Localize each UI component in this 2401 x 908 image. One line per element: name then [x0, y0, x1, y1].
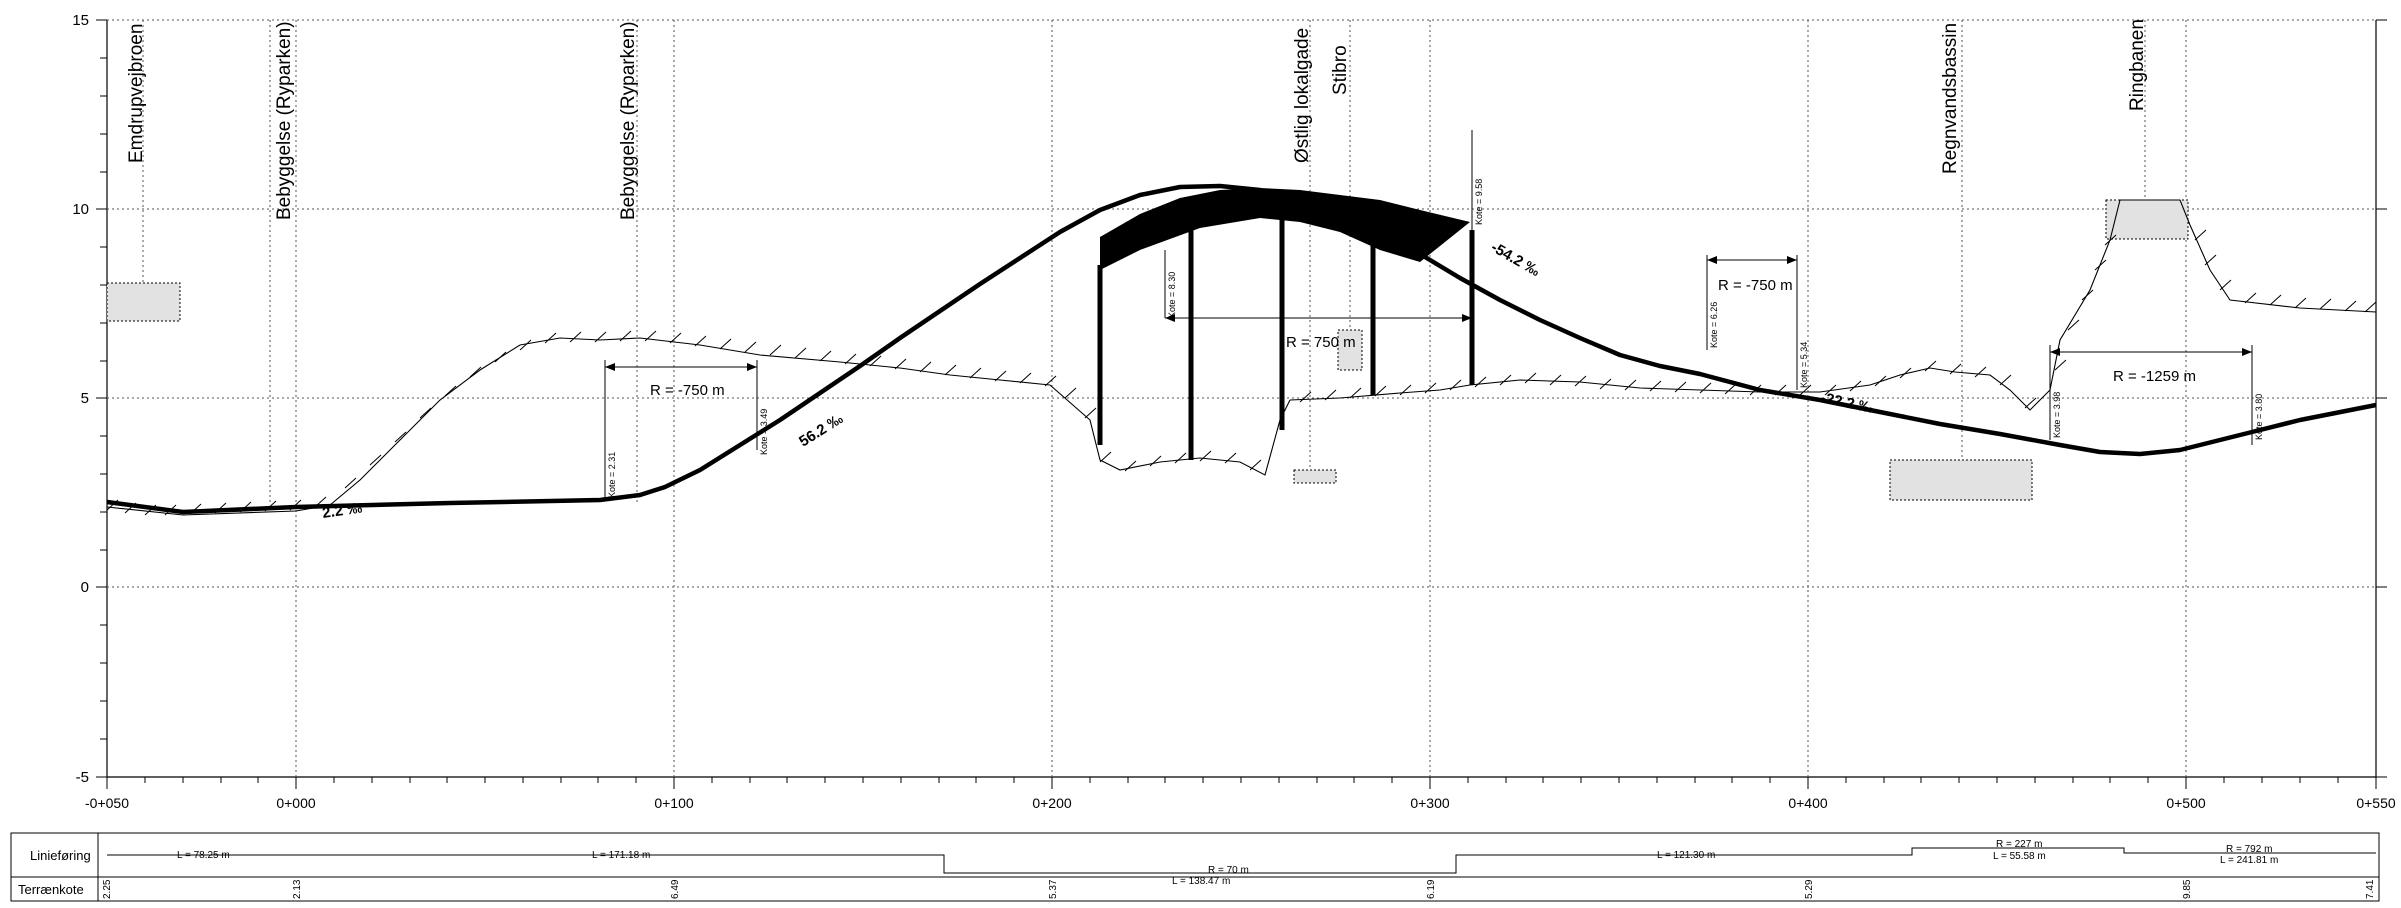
terrain-value: 5.37 [1048, 879, 1059, 899]
x-tick-label: 0+100 [654, 795, 694, 811]
regnvandsbassin-structure [1889, 459, 2033, 501]
y-tick-label: 0 [81, 579, 89, 596]
terrain-section-west [106, 337, 1051, 516]
kote-label: Kote = 9.58 [1474, 179, 1484, 225]
y-tick-label: 15 [72, 12, 89, 29]
alignment-label: R = 227 m [1996, 839, 2042, 850]
radius-dimensions: R = -750 m R = 750 m R = -750 m R = -125… [604, 250, 2253, 500]
x-tick-label: 0+300 [1410, 795, 1450, 811]
kote-label: Kote = 3.49 [759, 409, 769, 455]
x-tick-label: 0+200 [1032, 795, 1072, 811]
y-tick-label: 10 [72, 201, 89, 218]
object-label-ostlig-lokalgade: Østlig lokalgade [1292, 28, 1313, 163]
x-tick-label: 0+550 [2356, 795, 2396, 811]
alignment-label: R = 70 m [1208, 865, 1249, 876]
grade-label: 2.2 ‰ [321, 500, 363, 522]
table-row-label-terraenkote: Terrænkote [18, 882, 84, 897]
object-label-ringbanen: Ringbanen [2127, 19, 2148, 111]
kote-label: Kote = 2.31 [607, 452, 617, 498]
object-marker-lines [142, 20, 2146, 505]
object-label-stibro: Stibro [1330, 45, 1351, 95]
terrain-value: 5.29 [1804, 879, 1815, 899]
object-label-bebyggelse-1: Bebyggelse (Ryparken) [274, 21, 295, 220]
y-axis-labels: 15 10 5 0 -5 [72, 12, 89, 786]
x-tick-label: 0+000 [276, 795, 316, 811]
road-profile [106, 130, 2377, 515]
terrain-value: 2.25 [102, 879, 113, 899]
grade-label: -54.2 ‰ [1488, 239, 1543, 280]
bridge-deck [1100, 188, 1470, 270]
x-tick-label: 0+500 [2166, 795, 2206, 811]
object-labels: Emdrupvejbroen Bebyggelse (Ryparken) Beb… [126, 19, 2148, 220]
alignment-label: L = 138.47 m [1172, 876, 1230, 887]
alignment-label: R = 792 m [2226, 844, 2272, 855]
object-label-regnvandsbassin: Regnvandsbassin [1940, 23, 1961, 174]
radius-label: R = -750 m [1718, 277, 1793, 294]
kote-label: Kote = 3.98 [2052, 392, 2062, 438]
kote-label: Kote = 3.80 [2254, 394, 2264, 440]
y-tick-label: 5 [81, 390, 89, 407]
x-tick-label: 0+400 [1788, 795, 1828, 811]
grade-label: 56.2 ‰ [796, 410, 846, 450]
horizontal-gridlines [107, 19, 2376, 588]
alignment-label: L = 55.58 m [1993, 851, 2046, 862]
terrain-value: 7.41 [2365, 879, 2376, 899]
x-axis-labels: -0+050 0+000 0+100 0+200 0+300 0+400 0+5… [85, 795, 2396, 811]
terrain-value: 6.19 [1426, 879, 1437, 899]
kote-label: Kote = 6.26 [1709, 302, 1719, 348]
alignment-label: L = 78.25 m [177, 850, 230, 861]
emdrupvejbroen-structure [106, 282, 181, 322]
terrain-value: 6.49 [670, 879, 681, 899]
radius-label: R = 750 m [1286, 334, 1356, 351]
lokalgade-structure [1293, 469, 1337, 484]
object-label-bebyggelse-2: Bebyggelse (Ryparken) [618, 21, 639, 220]
radius-arrows [1707, 256, 1797, 264]
y-axis-ticks [96, 19, 2387, 778]
x-axis-ticks [106, 777, 2377, 789]
object-label-emdrupvejbroen: Emdrupvejbroen [126, 24, 147, 163]
alignment-label: L = 121.30 m [1657, 850, 1715, 861]
alignment-label: L = 171.18 m [592, 850, 650, 861]
terrain-section-bridge-pit [1049, 384, 1291, 476]
grade-label: -22.2 ‰ [1819, 389, 1875, 417]
data-table: Linieføring Terrænkote L = 78.25 m L = 1… [10, 832, 2380, 902]
x-tick-label: -0+050 [85, 795, 129, 811]
terrain-line [106, 199, 2377, 516]
table-row-label-linieforing: Linieføring [30, 848, 91, 863]
terrain-value: 9.85 [2182, 879, 2193, 899]
kote-label: Kote = 8.30 [1167, 272, 1177, 318]
alignment-label: L = 241.81 m [2220, 855, 2278, 866]
alignment-line [107, 847, 2376, 874]
table-frame [10, 832, 2380, 902]
radius-label: R = -750 m [650, 382, 725, 399]
kote-label: Kote = 5.34 [1799, 342, 1809, 388]
radius-label: R = -1259 m [2113, 368, 2196, 385]
y-tick-label: -5 [76, 769, 89, 786]
stibro-structure [1337, 329, 1363, 371]
kote-labels: Kote = 2.31 Kote = 3.49 Kote = 8.30 Kote… [607, 179, 2264, 498]
structure-boxes [106, 199, 2189, 501]
terrain-value: 2.13 [292, 879, 303, 899]
terrain-hatching [106, 229, 2377, 516]
vertical-gridlines [295, 20, 2187, 777]
